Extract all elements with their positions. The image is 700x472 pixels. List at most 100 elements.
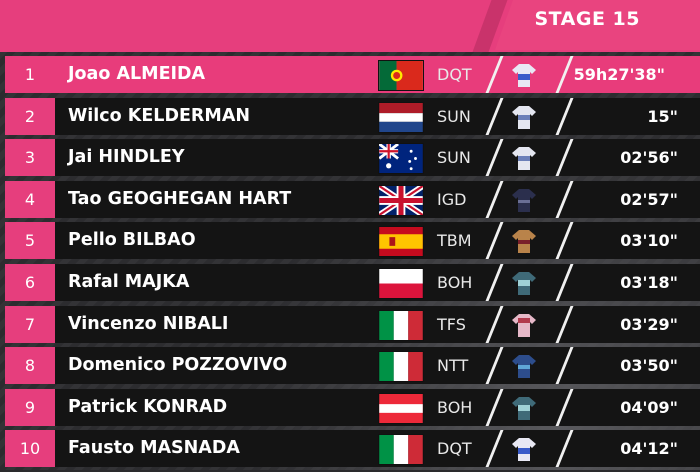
standings-row: 10 Fausto MASNADA DQT 04'12"	[5, 430, 700, 468]
position-number: 4	[5, 180, 55, 218]
standings-header: STAGE 15	[0, 0, 700, 52]
standings-row: 3 Jai HINDLEY SUN 02'56"	[5, 139, 700, 177]
italy-flag-icon	[378, 434, 424, 466]
jersey-cell	[483, 97, 574, 135]
italy-flag-icon	[378, 309, 424, 341]
jersey-cell	[483, 180, 574, 218]
rider-name: Domenico POZZOVIVO	[68, 355, 288, 376]
stage-label-box: STAGE 15	[495, 0, 700, 50]
team-code: DQT	[437, 65, 472, 84]
sunweb-jersey-icon	[511, 145, 537, 171]
divider-slash	[555, 305, 574, 343]
jersey-cell	[483, 139, 574, 177]
standings-row: 6 Rafal MAJKA BOH 03'18"	[5, 263, 700, 301]
team-code: SUN	[437, 106, 471, 126]
divider-slash	[485, 305, 504, 343]
rider-name: Jai HINDLEY	[68, 147, 185, 168]
rider-time: 02'56"	[620, 148, 678, 168]
team-code: SUN	[437, 148, 471, 168]
standings-row: 5 Pello BILBAO TBM 03'10"	[5, 222, 700, 260]
divider-slash	[555, 97, 574, 135]
position-number: 7	[5, 305, 55, 343]
italy-flag-icon	[378, 351, 424, 383]
team-code: BOH	[437, 397, 473, 417]
team-code: TBM	[437, 231, 472, 251]
divider-slash	[555, 56, 574, 93]
rider-time: 04'09"	[620, 397, 678, 417]
rider-name: Tao GEOGHEGAN HART	[68, 188, 292, 209]
rider-time: 03'50"	[620, 356, 678, 376]
position-number: 6	[5, 263, 55, 301]
pink-jersey-icon	[511, 62, 537, 88]
position-number: 1	[5, 56, 55, 93]
rider-time: 03'10"	[620, 231, 678, 251]
standings-row: 1 Joao ALMEIDA DQT 59h27'38"	[5, 56, 700, 93]
position-number: 8	[5, 347, 55, 385]
jersey-cell	[483, 222, 574, 260]
position-number: 5	[5, 222, 55, 260]
ineos-jersey-icon	[511, 187, 537, 213]
stage-title: STAGE 15	[534, 8, 640, 30]
rider-time: 15"	[647, 106, 678, 126]
rider-time: 03'18"	[620, 272, 678, 292]
jersey-cell	[483, 388, 574, 426]
standings-row: 8 Domenico POZZOVIVO NTT 03'50"	[5, 347, 700, 385]
trek-jersey-icon	[511, 312, 537, 338]
rider-name: Patrick KONRAD	[68, 396, 228, 417]
standings-table: 1 Joao ALMEIDA DQT 59h27'38" 2 Wilco KEL…	[5, 56, 700, 472]
divider-slash	[555, 388, 574, 426]
rider-time: 02'57"	[620, 189, 678, 209]
divider-slash	[555, 347, 574, 385]
divider-slash	[555, 263, 574, 301]
spain-flag-icon	[378, 226, 424, 258]
austria-flag-icon	[378, 392, 424, 424]
rider-time: 04'12"	[620, 439, 678, 459]
rider-name: Fausto MASNADA	[68, 438, 240, 459]
jersey-cell	[483, 305, 574, 343]
position-number: 10	[5, 430, 55, 468]
standings-row: 2 Wilco KELDERMAN SUN 15"	[5, 97, 700, 135]
team-code: TFS	[437, 314, 466, 334]
position-number: 3	[5, 139, 55, 177]
jersey-cell	[483, 56, 574, 93]
divider-slash	[485, 139, 504, 177]
jersey-cell	[483, 347, 574, 385]
divider-slash	[485, 263, 504, 301]
bora-jersey-icon	[511, 270, 537, 296]
rider-name: Wilco KELDERMAN	[68, 105, 251, 126]
deceuninck-jersey-icon	[511, 436, 537, 462]
rider-time: 59h27'38"	[573, 65, 665, 84]
rider-name: Pello BILBAO	[68, 230, 196, 251]
divider-slash	[485, 430, 504, 468]
divider-slash	[485, 180, 504, 218]
portugal-flag-icon	[378, 60, 424, 91]
divider-slash	[485, 56, 504, 93]
jersey-cell	[483, 430, 574, 468]
team-code: IGD	[437, 189, 467, 209]
divider-slash	[555, 180, 574, 218]
ntt-jersey-icon	[511, 353, 537, 379]
rider-name: Joao ALMEIDA	[68, 64, 206, 84]
divider-slash	[555, 139, 574, 177]
poland-flag-icon	[378, 267, 424, 299]
divider-slash	[485, 97, 504, 135]
sunweb-jersey-icon	[511, 104, 537, 130]
divider-slash	[485, 347, 504, 385]
standings-row: 4 Tao GEOGHEGAN HART IGD 02'57"	[5, 180, 700, 218]
team-code: DQT	[437, 439, 472, 459]
divider-slash	[555, 222, 574, 260]
australia-flag-icon	[378, 143, 424, 175]
standings-row: 7 Vincenzo NIBALI TFS 03'29"	[5, 305, 700, 343]
netherlands-flag-icon	[378, 101, 424, 133]
bahrain-jersey-icon	[511, 228, 537, 254]
position-number: 2	[5, 97, 55, 135]
rider-name: Rafal MAJKA	[68, 271, 190, 292]
bora-jersey-icon	[511, 395, 537, 421]
position-number: 9	[5, 388, 55, 426]
team-code: BOH	[437, 272, 473, 292]
rider-time: 03'29"	[620, 314, 678, 334]
uk-flag-icon	[378, 184, 424, 216]
rider-name: Vincenzo NIBALI	[68, 313, 229, 334]
divider-slash	[485, 222, 504, 260]
team-code: NTT	[437, 356, 469, 376]
